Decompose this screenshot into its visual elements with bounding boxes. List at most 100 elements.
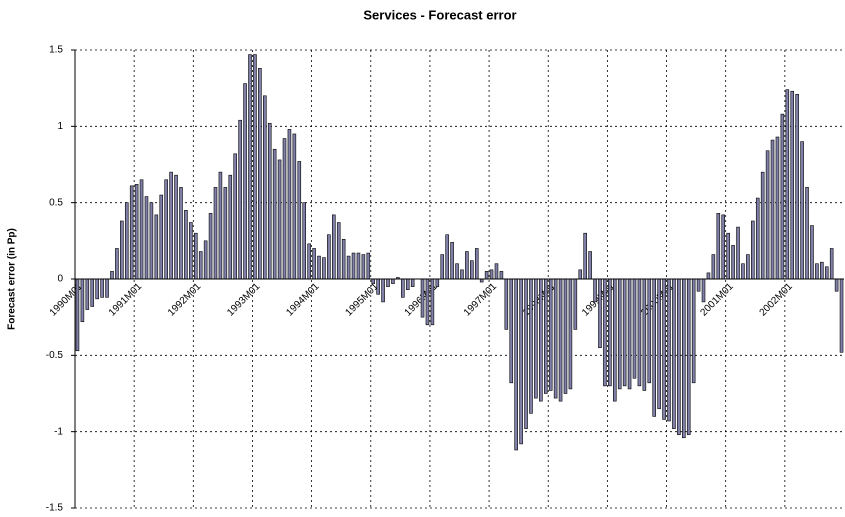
chart-title: Services - Forecast error — [363, 7, 516, 22]
bar — [548, 278, 553, 391]
x-tick-label: 1997M01 — [462, 281, 500, 319]
bar — [598, 278, 602, 348]
x-tick-label: 1995M01 — [343, 281, 381, 319]
bar — [144, 196, 149, 280]
bar — [110, 271, 114, 280]
bar — [164, 179, 168, 280]
bar — [509, 278, 514, 384]
x-tick-label: 1994M01 — [284, 281, 322, 319]
bar — [800, 141, 804, 280]
bar — [701, 278, 706, 303]
bar — [189, 222, 193, 280]
bar — [746, 254, 750, 280]
y-axis-title: Forecast error (in Pp) — [7, 228, 18, 330]
y-tick-label: 0.5 — [49, 197, 63, 208]
bar — [401, 278, 405, 298]
bar — [381, 278, 385, 303]
bar — [253, 54, 257, 280]
bar — [341, 239, 346, 280]
bar — [445, 234, 449, 280]
bar — [327, 234, 331, 280]
bar — [179, 187, 183, 280]
bar — [440, 254, 445, 280]
bar — [524, 278, 528, 429]
bar — [95, 278, 99, 300]
bar — [780, 113, 785, 280]
x-tick-label: 1990M01 — [48, 281, 86, 319]
bar — [361, 254, 366, 280]
bar — [820, 261, 824, 280]
bar — [539, 278, 543, 402]
bar — [193, 232, 198, 280]
bar — [287, 129, 292, 280]
bar — [272, 148, 277, 280]
bar — [829, 248, 834, 280]
bar — [267, 122, 272, 280]
bar — [534, 278, 538, 399]
bar — [356, 252, 361, 280]
bar — [124, 202, 129, 280]
bar — [120, 220, 124, 280]
bar — [297, 161, 302, 280]
bar — [494, 263, 499, 280]
bar — [332, 214, 336, 280]
bar — [149, 202, 154, 280]
bar — [716, 213, 721, 280]
bar — [115, 248, 119, 280]
bar — [608, 278, 612, 387]
bar — [184, 210, 188, 280]
bar — [371, 278, 376, 284]
bar — [238, 119, 242, 280]
bar — [642, 278, 647, 391]
bar — [612, 278, 617, 402]
bar — [696, 278, 701, 292]
x-tick-label: 1992M01 — [166, 281, 204, 319]
bar — [736, 226, 740, 280]
bar — [218, 171, 223, 280]
bar — [465, 251, 469, 280]
bar — [810, 225, 814, 280]
bar — [824, 266, 829, 280]
bar — [139, 179, 144, 280]
bar — [652, 278, 656, 417]
bar — [617, 278, 622, 390]
y-tick-label: -1 — [54, 426, 63, 437]
bar — [455, 263, 459, 280]
bar — [632, 278, 637, 379]
bar — [336, 222, 341, 280]
bar — [504, 278, 509, 330]
bar — [134, 184, 139, 280]
bar — [154, 214, 159, 280]
bar — [622, 278, 627, 387]
bar — [588, 251, 592, 280]
bar — [282, 138, 287, 280]
bar — [657, 278, 661, 410]
y-tick-label: 1 — [57, 121, 63, 132]
bar — [312, 248, 316, 280]
x-tick-label: 1991M01 — [107, 281, 145, 319]
bar — [529, 278, 533, 414]
bar — [627, 278, 632, 390]
bar — [731, 245, 735, 280]
bar — [489, 269, 494, 280]
bar — [203, 240, 208, 280]
y-tick-label: -0.5 — [46, 350, 64, 361]
bar — [839, 278, 844, 353]
bar — [662, 278, 666, 420]
bar — [691, 278, 696, 384]
bar — [706, 272, 711, 280]
bar — [100, 278, 104, 298]
bar — [672, 278, 676, 429]
bar — [292, 133, 297, 280]
bar — [213, 187, 218, 280]
bar — [85, 278, 90, 310]
bar — [755, 197, 760, 280]
bar — [470, 260, 474, 280]
bar — [460, 269, 464, 280]
bar — [277, 159, 282, 280]
bar — [386, 278, 390, 287]
bar — [223, 187, 228, 280]
y-tick-label: 1.5 — [49, 45, 63, 56]
bar — [420, 278, 425, 318]
bar — [558, 278, 563, 402]
